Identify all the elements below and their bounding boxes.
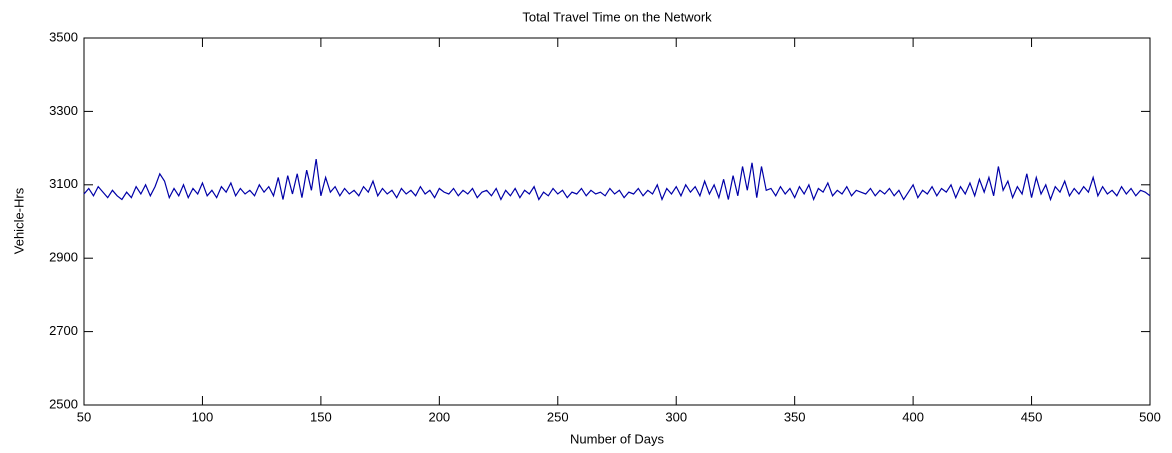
x-tick-label: 300 — [665, 409, 687, 424]
y-tick-label: 2500 — [49, 396, 78, 411]
plot-frame — [83, 37, 1151, 406]
y-tick-label: 3300 — [49, 103, 78, 118]
y-tick-label: 2700 — [49, 323, 78, 338]
data-line — [83, 159, 1151, 202]
x-tick-label: 450 — [1021, 409, 1043, 424]
x-tick-label: 50 — [77, 409, 91, 424]
y-tick-label: 2900 — [49, 250, 78, 265]
y-axis-label: Vehicle-Hrs — [11, 187, 26, 254]
chart-title: Total Travel Time on the Network — [522, 9, 712, 24]
x-tick-label: 250 — [547, 409, 569, 424]
y-tick-label: 3500 — [49, 29, 78, 44]
x-tick-label: 500 — [1139, 409, 1161, 424]
x-axis-label: Number of Days — [570, 431, 664, 446]
x-tick-label: 100 — [192, 409, 214, 424]
x-tick-label: 150 — [310, 409, 332, 424]
x-tick-label: 400 — [902, 409, 924, 424]
x-tick-label: 200 — [428, 409, 450, 424]
x-tick-label: 350 — [784, 409, 806, 424]
y-tick-label: 3100 — [49, 176, 78, 191]
